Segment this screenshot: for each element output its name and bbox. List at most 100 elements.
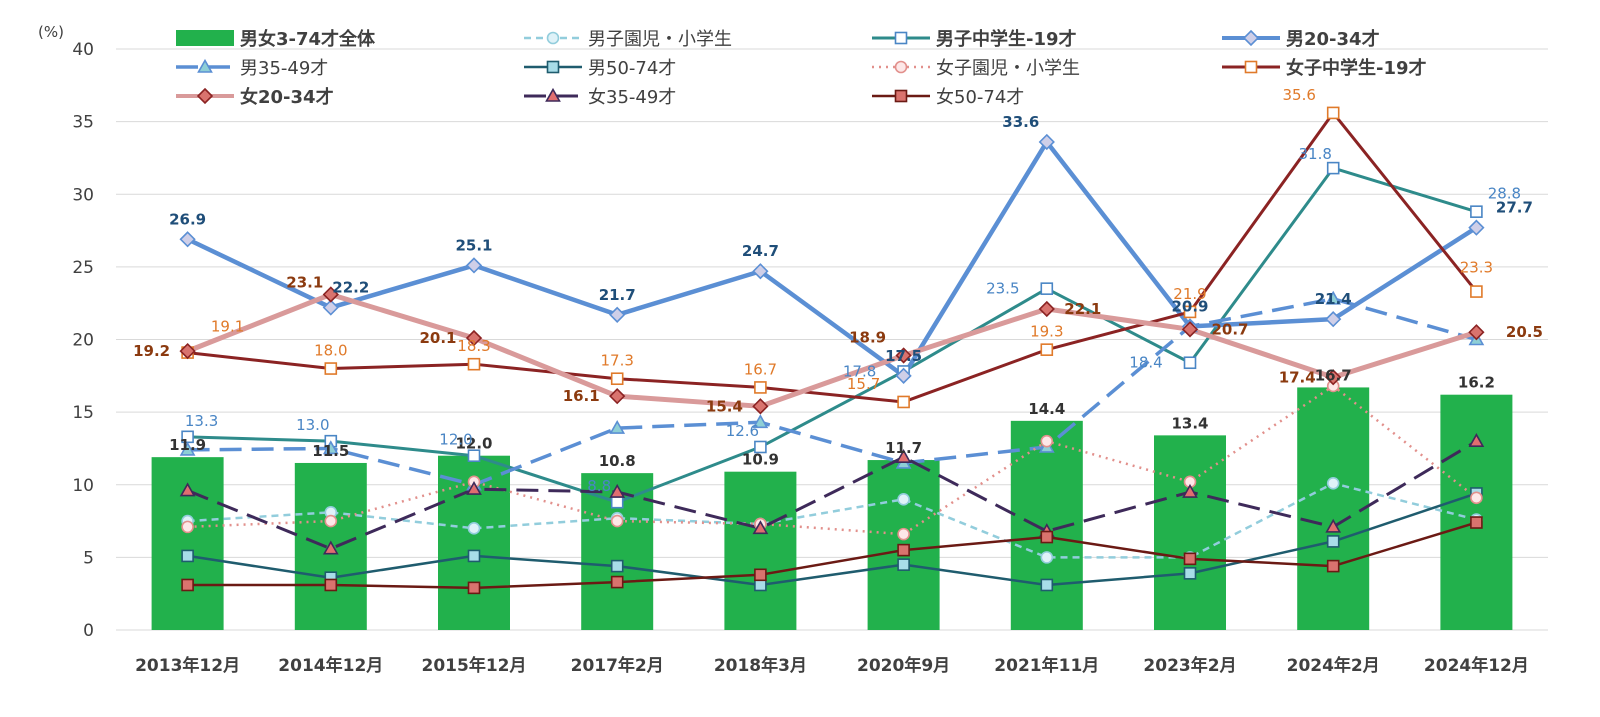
data-label: 11.7 [885,439,922,457]
data-point-marker [322,540,339,555]
data-point-marker [1468,433,1485,447]
data-point-marker [181,549,194,563]
data-label: 13.0 [296,416,329,434]
data-label: 20.7 [1211,320,1248,338]
data-point-marker [322,299,339,316]
data-point-marker [465,329,483,347]
data-point-marker [179,342,196,360]
x-tick-label: 2013年12月 [135,655,240,676]
data-point-marker [895,367,912,384]
data-label: 20.5 [1506,323,1543,341]
legend-item: 男子中学生-19才 [872,28,1077,50]
data-label: 25.1 [455,236,492,254]
legend-item: 女35-49才 [524,87,676,108]
x-tick-label: 2023年2月 [1143,655,1236,676]
data-label: 27.7 [1496,199,1533,217]
data-label: 22.1 [1064,300,1101,318]
data-point-marker [1183,305,1197,319]
data-label: 18.0 [314,342,347,360]
data-point-marker [1040,530,1054,544]
series-line [186,291,1478,409]
data-point-marker [1470,516,1483,529]
legend-label: 女子園児・小学生 [936,58,1080,79]
data-point-marker [1183,356,1197,370]
y-unit-label: (%) [38,23,64,41]
series-line [187,297,1477,487]
data-point-marker [1040,282,1054,295]
data-point-marker [467,449,481,463]
data-point-marker [610,495,624,509]
data-label: 21.4 [1315,290,1352,308]
series-line [187,521,1477,590]
data-point-marker [196,87,214,105]
data-label: 15.4 [706,397,743,415]
data-point-marker [1326,535,1340,548]
data-point-marker [754,381,767,394]
data-point-marker [466,480,482,495]
data-label: 24.7 [742,242,779,260]
data-point-marker [1468,324,1485,341]
data-label: 19.3 [1030,323,1063,341]
data-point-marker [1326,476,1340,490]
data-point-marker [181,520,194,534]
data-point-marker [752,263,769,280]
data-point-marker [545,87,561,102]
data-label: 12.0 [439,431,472,449]
x-tick-label: 2024年12月 [1424,655,1529,676]
data-point-marker [467,522,481,535]
data-point-marker [1040,343,1054,356]
x-tick-label: 2018年3月 [714,655,807,676]
data-point-marker [752,398,769,415]
data-point-marker [895,449,912,463]
data-point-marker [1040,551,1054,564]
legend-label: 男子中学生-19才 [936,28,1077,50]
y-tick-label: 15 [72,403,94,423]
legend-item: 男子園児・小学生 [524,29,732,50]
data-point-marker [894,31,908,45]
data-label: 21.7 [599,286,636,304]
data-point-marker [1038,133,1055,151]
legend-label: 男20-34才 [1286,28,1380,50]
legend-item: 女50-74才 [872,87,1024,108]
data-point-marker [897,527,910,541]
data-point-marker [1470,205,1483,218]
data-label: 18.4 [1129,354,1162,372]
data-point-marker [1325,369,1342,386]
legend-item: 男20-34才 [1222,28,1380,50]
data-label: 11.5 [312,442,349,460]
data-point-marker [197,58,213,73]
data-point-marker [752,414,769,429]
data-label: 33.6 [1002,113,1039,131]
data-point-marker [467,581,481,595]
data-label: 17.4 [1279,368,1316,386]
data-label: 13.4 [1171,414,1208,432]
data-point-marker [752,520,769,535]
y-tick-label: 10 [72,476,94,496]
data-label: 12.6 [726,422,759,440]
data-point-marker [610,575,624,589]
data-label: 8.8 [587,477,611,495]
data-point-marker [322,286,339,303]
legend-label: 男子園児・小学生 [588,29,732,50]
bar-series [151,387,1513,630]
data-label: 23.1 [286,273,323,291]
data-label: 16.7 [1315,366,1352,384]
data-label: 23.3 [1460,259,1493,277]
legend-label: 男女3-74才全体 [240,28,376,50]
legend-swatch [176,30,234,46]
legend-label: 女35-49才 [588,87,676,108]
data-point-marker [181,578,194,592]
data-label: 35.6 [1282,86,1315,104]
data-point-marker [179,231,196,248]
data-point-marker [754,440,767,454]
legend-item: 女20-34才 [176,86,334,108]
x-tick-label: 2020年9月 [857,655,950,676]
data-label: 19.1 [211,318,244,336]
bar [1154,435,1226,630]
series-line [187,384,1478,536]
data-point-marker [1182,483,1198,498]
legend-item: 女子中学生-19才 [1222,57,1427,79]
data-label: 17.8 [843,362,876,380]
data-label: 31.8 [1298,145,1331,163]
